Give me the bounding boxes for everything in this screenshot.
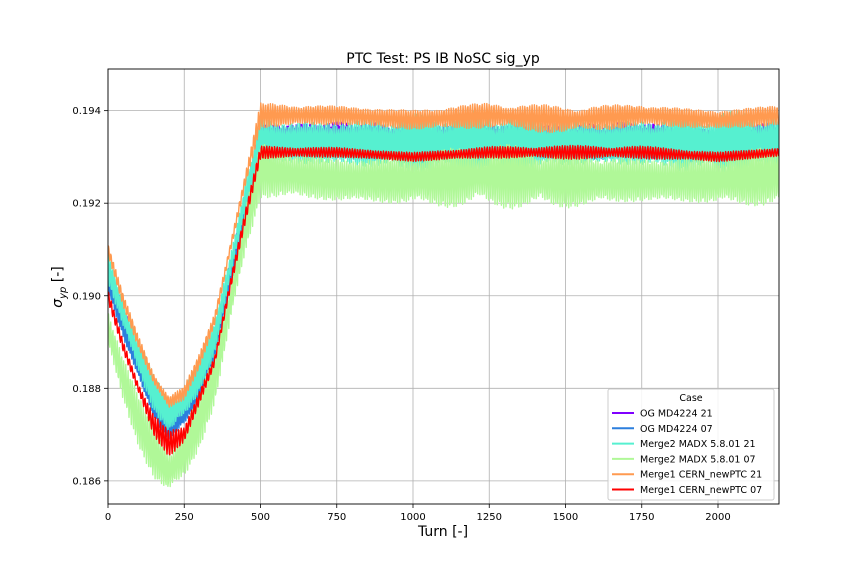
y-tick-label: 0.186 (72, 476, 101, 487)
series-line (108, 144, 779, 488)
x-tick-label: 1000 (400, 512, 425, 523)
chart-title: PTC Test: PS IB NoSC sig_yp (346, 51, 540, 67)
y-tick-label: 0.188 (72, 384, 101, 395)
y-tick-label: 0.194 (72, 106, 101, 117)
x-tick-label: 250 (175, 512, 194, 523)
x-axis-label: Turn [-] (417, 524, 468, 540)
legend-entry: Merge2 MADX 5.8.01 07 (640, 454, 756, 465)
y-tick-label: 0.190 (72, 291, 101, 302)
x-tick-label: 1750 (629, 512, 654, 523)
ticks: 0 250 500 750 1000 1250 1500 1750 2000 0.186 0.188… (72, 106, 730, 523)
legend-entry: Merge1 CERN_newPTC 21 (640, 470, 762, 481)
x-tick-label: 500 (251, 512, 270, 523)
legend-box (607, 388, 775, 501)
x-tick-label: 750 (327, 512, 346, 523)
legend-entry: Merge1 CERN_newPTC 07 (640, 485, 762, 496)
plot-area (108, 102, 779, 488)
y-axis-label: σyp [-] (50, 266, 69, 308)
legend-entry: Merge2 MADX 5.8.01 21 (640, 439, 756, 450)
y-axis-label-subscript: yp (58, 287, 69, 300)
series-line (108, 102, 779, 408)
legend-entry: OG MD4224 07 (640, 424, 713, 435)
x-tick-label: 2000 (705, 512, 730, 523)
legend-entry: OG MD4224 21 (640, 409, 713, 420)
y-tick-label: 0.192 (72, 199, 101, 210)
legend-title: Case (679, 393, 702, 404)
x-tick-label: 0 (105, 512, 111, 523)
x-tick-label: 1250 (477, 512, 502, 523)
x-tick-label: 1500 (553, 512, 578, 523)
legend: Case OG MD4224 21 OG MD4224 07 Merge2 MADX … (607, 388, 775, 501)
y-axis-label-symbol: σ (50, 298, 66, 308)
axes-frame (107, 68, 780, 505)
y-axis-label-unit: [-] (50, 266, 66, 286)
series-line (108, 144, 779, 456)
